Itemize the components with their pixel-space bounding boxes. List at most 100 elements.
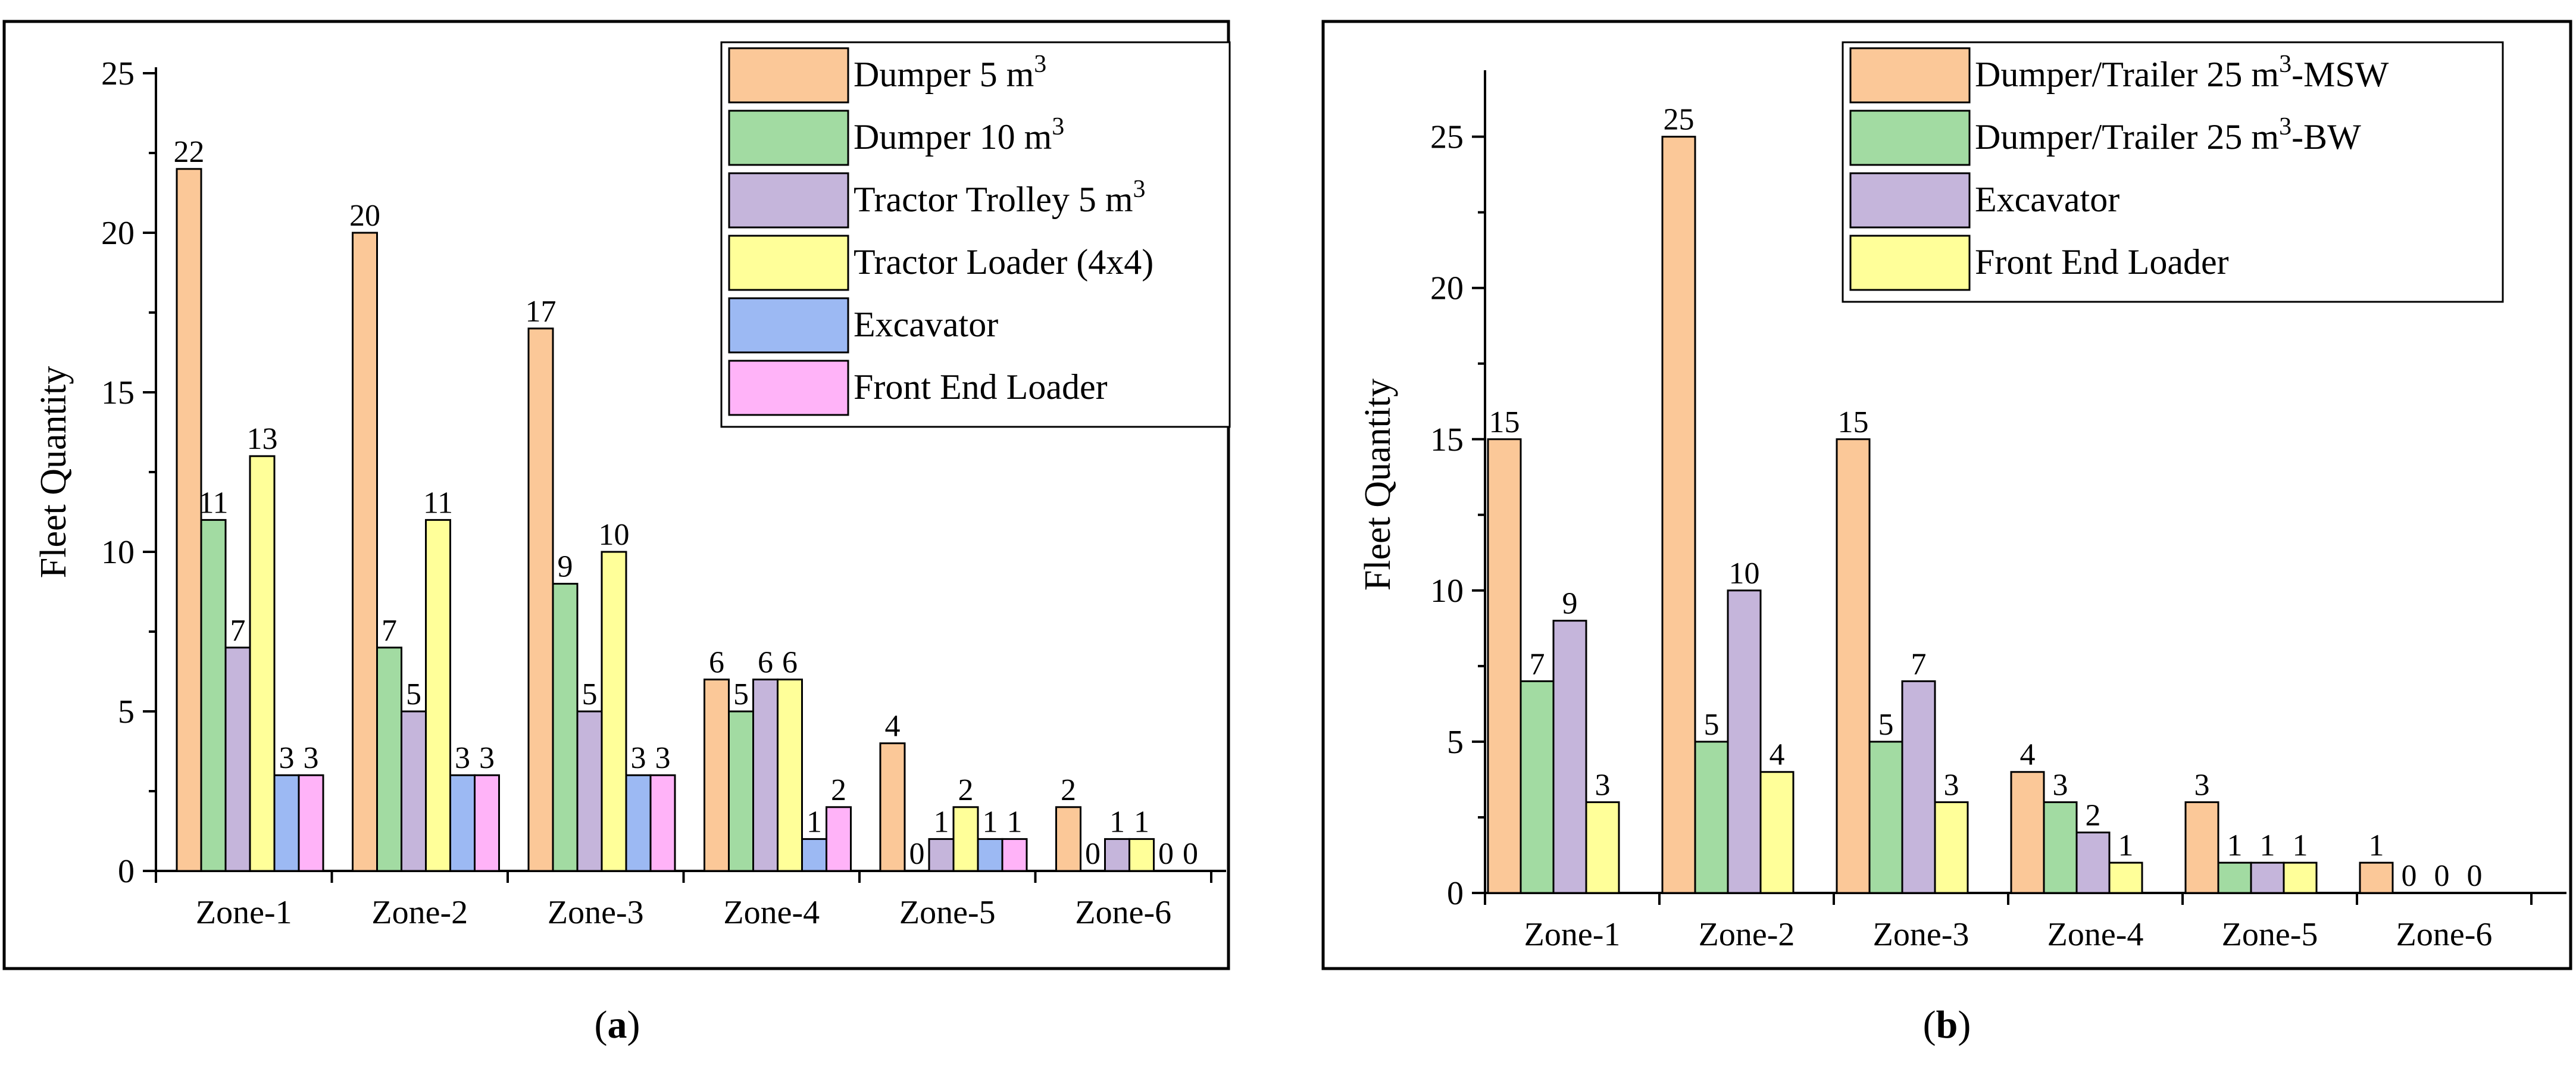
bar-value-label: 4 bbox=[885, 710, 901, 744]
bar bbox=[1055, 806, 1081, 872]
legend-swatch bbox=[728, 235, 849, 291]
y-tick-label: 15 bbox=[1430, 421, 1464, 458]
y-tick-label: 10 bbox=[1430, 573, 1464, 610]
legend-entry: Front End Loader bbox=[1975, 242, 2229, 282]
bar bbox=[1836, 438, 1871, 894]
legend-swatch bbox=[728, 47, 849, 104]
bar-value-label: 22 bbox=[174, 135, 205, 169]
bar-value-label: 1 bbox=[1007, 805, 1023, 839]
bar-value-label: 1 bbox=[983, 805, 998, 839]
bar bbox=[649, 774, 676, 872]
bar-value-label: 15 bbox=[1489, 405, 1520, 439]
bar bbox=[425, 519, 451, 872]
bar bbox=[826, 806, 852, 872]
bar-value-label: 3 bbox=[479, 741, 495, 775]
legend-entry-label: Dumper 5 m bbox=[854, 55, 1034, 94]
legend-entry-label: Front End Loader bbox=[854, 367, 1108, 407]
bar-value-label: 2 bbox=[2086, 798, 2101, 832]
caption-paren: ) bbox=[1958, 1003, 1971, 1047]
bar bbox=[1128, 838, 1155, 872]
y-tick-label: 5 bbox=[1447, 724, 1464, 761]
legend-swatch bbox=[728, 360, 849, 416]
caption-paren: ( bbox=[595, 1003, 608, 1047]
bar-value-label: 2 bbox=[831, 773, 846, 807]
bar-value-label: 9 bbox=[558, 550, 573, 584]
legend-entry-superscript: 3 bbox=[1052, 113, 1064, 140]
bar-value-label: 1 bbox=[1134, 805, 1149, 839]
legend-entry-label: Tractor Loader (4x4) bbox=[854, 242, 1153, 282]
legend-box bbox=[720, 41, 1231, 428]
legend-entry-label: Front End Loader bbox=[1975, 242, 2229, 282]
bar-value-label: 7 bbox=[1911, 647, 1927, 681]
x-tick-label: Zone-2 bbox=[1699, 916, 1795, 953]
legend-swatch bbox=[728, 110, 849, 166]
bar-value-label: 3 bbox=[655, 741, 671, 775]
bar bbox=[2108, 861, 2143, 894]
legend-swatch bbox=[1849, 110, 1971, 166]
x-tick-label: Zone-3 bbox=[548, 894, 644, 931]
bar-value-label: 3 bbox=[304, 741, 319, 775]
bar bbox=[2075, 831, 2111, 894]
bar-value-label: 1 bbox=[1109, 805, 1125, 839]
bar-value-label: 0 bbox=[2467, 859, 2483, 893]
y-tick-label: 0 bbox=[1447, 875, 1464, 912]
bar-value-label: 0 bbox=[1085, 837, 1101, 871]
legend-entry: Tractor Loader (4x4) bbox=[854, 242, 1153, 282]
bar bbox=[801, 838, 827, 872]
bar bbox=[1868, 741, 1903, 894]
bar bbox=[777, 678, 803, 872]
x-tick-label: Zone-5 bbox=[899, 894, 996, 931]
legend-entry-superscript: 3 bbox=[1034, 51, 1046, 78]
legend-swatch bbox=[728, 172, 849, 229]
y-tick-label: 25 bbox=[101, 55, 135, 92]
y-tick-label: 10 bbox=[101, 534, 135, 571]
caption-paren: ) bbox=[627, 1003, 640, 1047]
bar-value-label: 1 bbox=[2118, 829, 2134, 863]
bar-value-label: 3 bbox=[455, 741, 470, 775]
x-tick-label: Zone-3 bbox=[1873, 916, 1969, 953]
bar-value-label: 9 bbox=[1562, 587, 1578, 621]
bar-value-label: 17 bbox=[526, 295, 557, 329]
legend-entry-label: Tractor Trolley 5 m bbox=[854, 180, 1133, 219]
bar bbox=[2283, 861, 2318, 894]
legend-entry-suffix: -MSW bbox=[2291, 55, 2389, 94]
bar bbox=[376, 647, 402, 872]
bar bbox=[728, 710, 754, 872]
bar bbox=[224, 647, 251, 872]
bar-value-label: 5 bbox=[1704, 708, 1720, 742]
bar bbox=[449, 774, 476, 872]
bar-value-label: 0 bbox=[2434, 859, 2450, 893]
y-tick-label: 25 bbox=[1430, 119, 1464, 156]
bar-value-label: 5 bbox=[733, 677, 749, 711]
bar-value-label: 15 bbox=[1838, 405, 1869, 439]
bar-value-label: 3 bbox=[279, 741, 295, 775]
bar bbox=[1585, 801, 1620, 894]
panel-caption: (b) bbox=[1923, 1003, 1971, 1047]
y-tick-label: 15 bbox=[101, 374, 135, 411]
bar-value-label: 11 bbox=[198, 486, 228, 520]
bar-value-label: 6 bbox=[758, 645, 773, 679]
legend-entry: Dumper 5 m3 bbox=[854, 51, 1046, 94]
bar bbox=[176, 168, 202, 872]
bar bbox=[2217, 861, 2252, 894]
bar bbox=[552, 583, 579, 872]
legend-swatch bbox=[728, 297, 849, 354]
legend-entry-superscript: 3 bbox=[2279, 113, 2291, 140]
legend-entry: Tractor Trolley 5 m3 bbox=[854, 176, 1146, 219]
bar bbox=[704, 678, 730, 872]
bar bbox=[1520, 680, 1555, 894]
bar bbox=[952, 806, 979, 872]
bar-value-label: 7 bbox=[230, 614, 246, 648]
bar-value-label: 2 bbox=[1061, 773, 1076, 807]
bar-value-label: 10 bbox=[599, 518, 630, 552]
legend-entry: Dumper/Trailer 25 m3-MSW bbox=[1975, 51, 2389, 94]
bar bbox=[1934, 801, 1969, 894]
bar-value-label: 1 bbox=[934, 805, 949, 839]
x-tick-label: Zone-5 bbox=[2222, 916, 2318, 953]
bar-value-label: 4 bbox=[1770, 738, 1785, 772]
bar-value-label: 10 bbox=[1729, 557, 1760, 591]
bar bbox=[298, 774, 324, 872]
bar bbox=[576, 710, 603, 872]
x-tick-label: Zone-4 bbox=[2047, 916, 2144, 953]
